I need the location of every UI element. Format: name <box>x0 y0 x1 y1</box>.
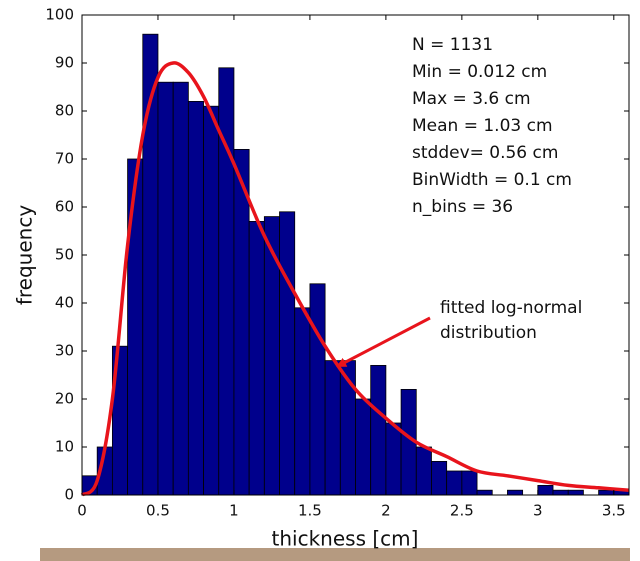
y-tick-label: 90 <box>55 54 74 72</box>
stat-line: Min = 0.012 cm <box>412 62 547 82</box>
bar <box>279 211 296 496</box>
y-tick-label: 30 <box>55 342 74 360</box>
bar <box>476 489 493 496</box>
x-tick-label: 1 <box>229 502 239 520</box>
y-tick-label: 80 <box>55 102 74 120</box>
stat-line: stddev= 0.56 cm <box>412 143 558 163</box>
x-tick-label: 0.5 <box>146 502 170 520</box>
stat-line: Mean = 1.03 cm <box>412 116 553 136</box>
bar <box>552 489 569 496</box>
x-tick-label: 0 <box>77 502 87 520</box>
annotation: fitted log-normal <box>440 298 582 318</box>
bar <box>127 158 144 496</box>
x-tick-label: 3.5 <box>602 502 626 520</box>
bar <box>324 360 341 496</box>
y-tick-label: 0 <box>64 486 74 504</box>
bar <box>567 489 584 496</box>
bar <box>248 220 265 496</box>
bar <box>355 398 372 496</box>
x-tick-label: 2 <box>381 502 391 520</box>
bar <box>309 283 326 496</box>
bar <box>507 489 524 496</box>
bar <box>598 489 615 496</box>
y-tick-label: 60 <box>55 198 74 216</box>
bar <box>294 307 311 496</box>
annotation-arrow <box>336 316 431 368</box>
bar <box>537 484 554 496</box>
y-axis-label: frequency <box>13 205 37 305</box>
bar <box>233 148 250 496</box>
bar <box>385 422 402 496</box>
y-tick-label: 50 <box>55 246 74 264</box>
stat-line: Max = 3.6 cm <box>412 89 531 109</box>
photo-strip <box>40 548 630 561</box>
stat-line: N = 1131 <box>412 35 493 55</box>
y-tick-label: 40 <box>55 294 74 312</box>
fit-curve <box>80 61 630 497</box>
bar <box>446 470 463 496</box>
bar <box>203 105 220 496</box>
y-tick-label: 70 <box>55 150 74 168</box>
x-tick-label: 3 <box>533 502 543 520</box>
x-tick-label: 2.5 <box>450 502 474 520</box>
bar <box>415 446 432 496</box>
bar <box>187 101 204 496</box>
stat-line: BinWidth = 0.1 cm <box>412 170 572 190</box>
bar <box>461 470 478 496</box>
y-tick-label: 10 <box>55 438 74 456</box>
x-tick-label: 1.5 <box>298 502 322 520</box>
bar <box>172 81 189 496</box>
bar <box>370 364 387 496</box>
bar <box>431 460 448 496</box>
y-tick-label: 100 <box>45 6 74 24</box>
stat-line: n_bins = 36 <box>412 197 513 217</box>
x-axis-label: thickness [cm] <box>272 527 419 551</box>
y-tick-label: 20 <box>55 390 74 408</box>
bar <box>157 81 174 496</box>
annotation: distribution <box>440 323 537 343</box>
